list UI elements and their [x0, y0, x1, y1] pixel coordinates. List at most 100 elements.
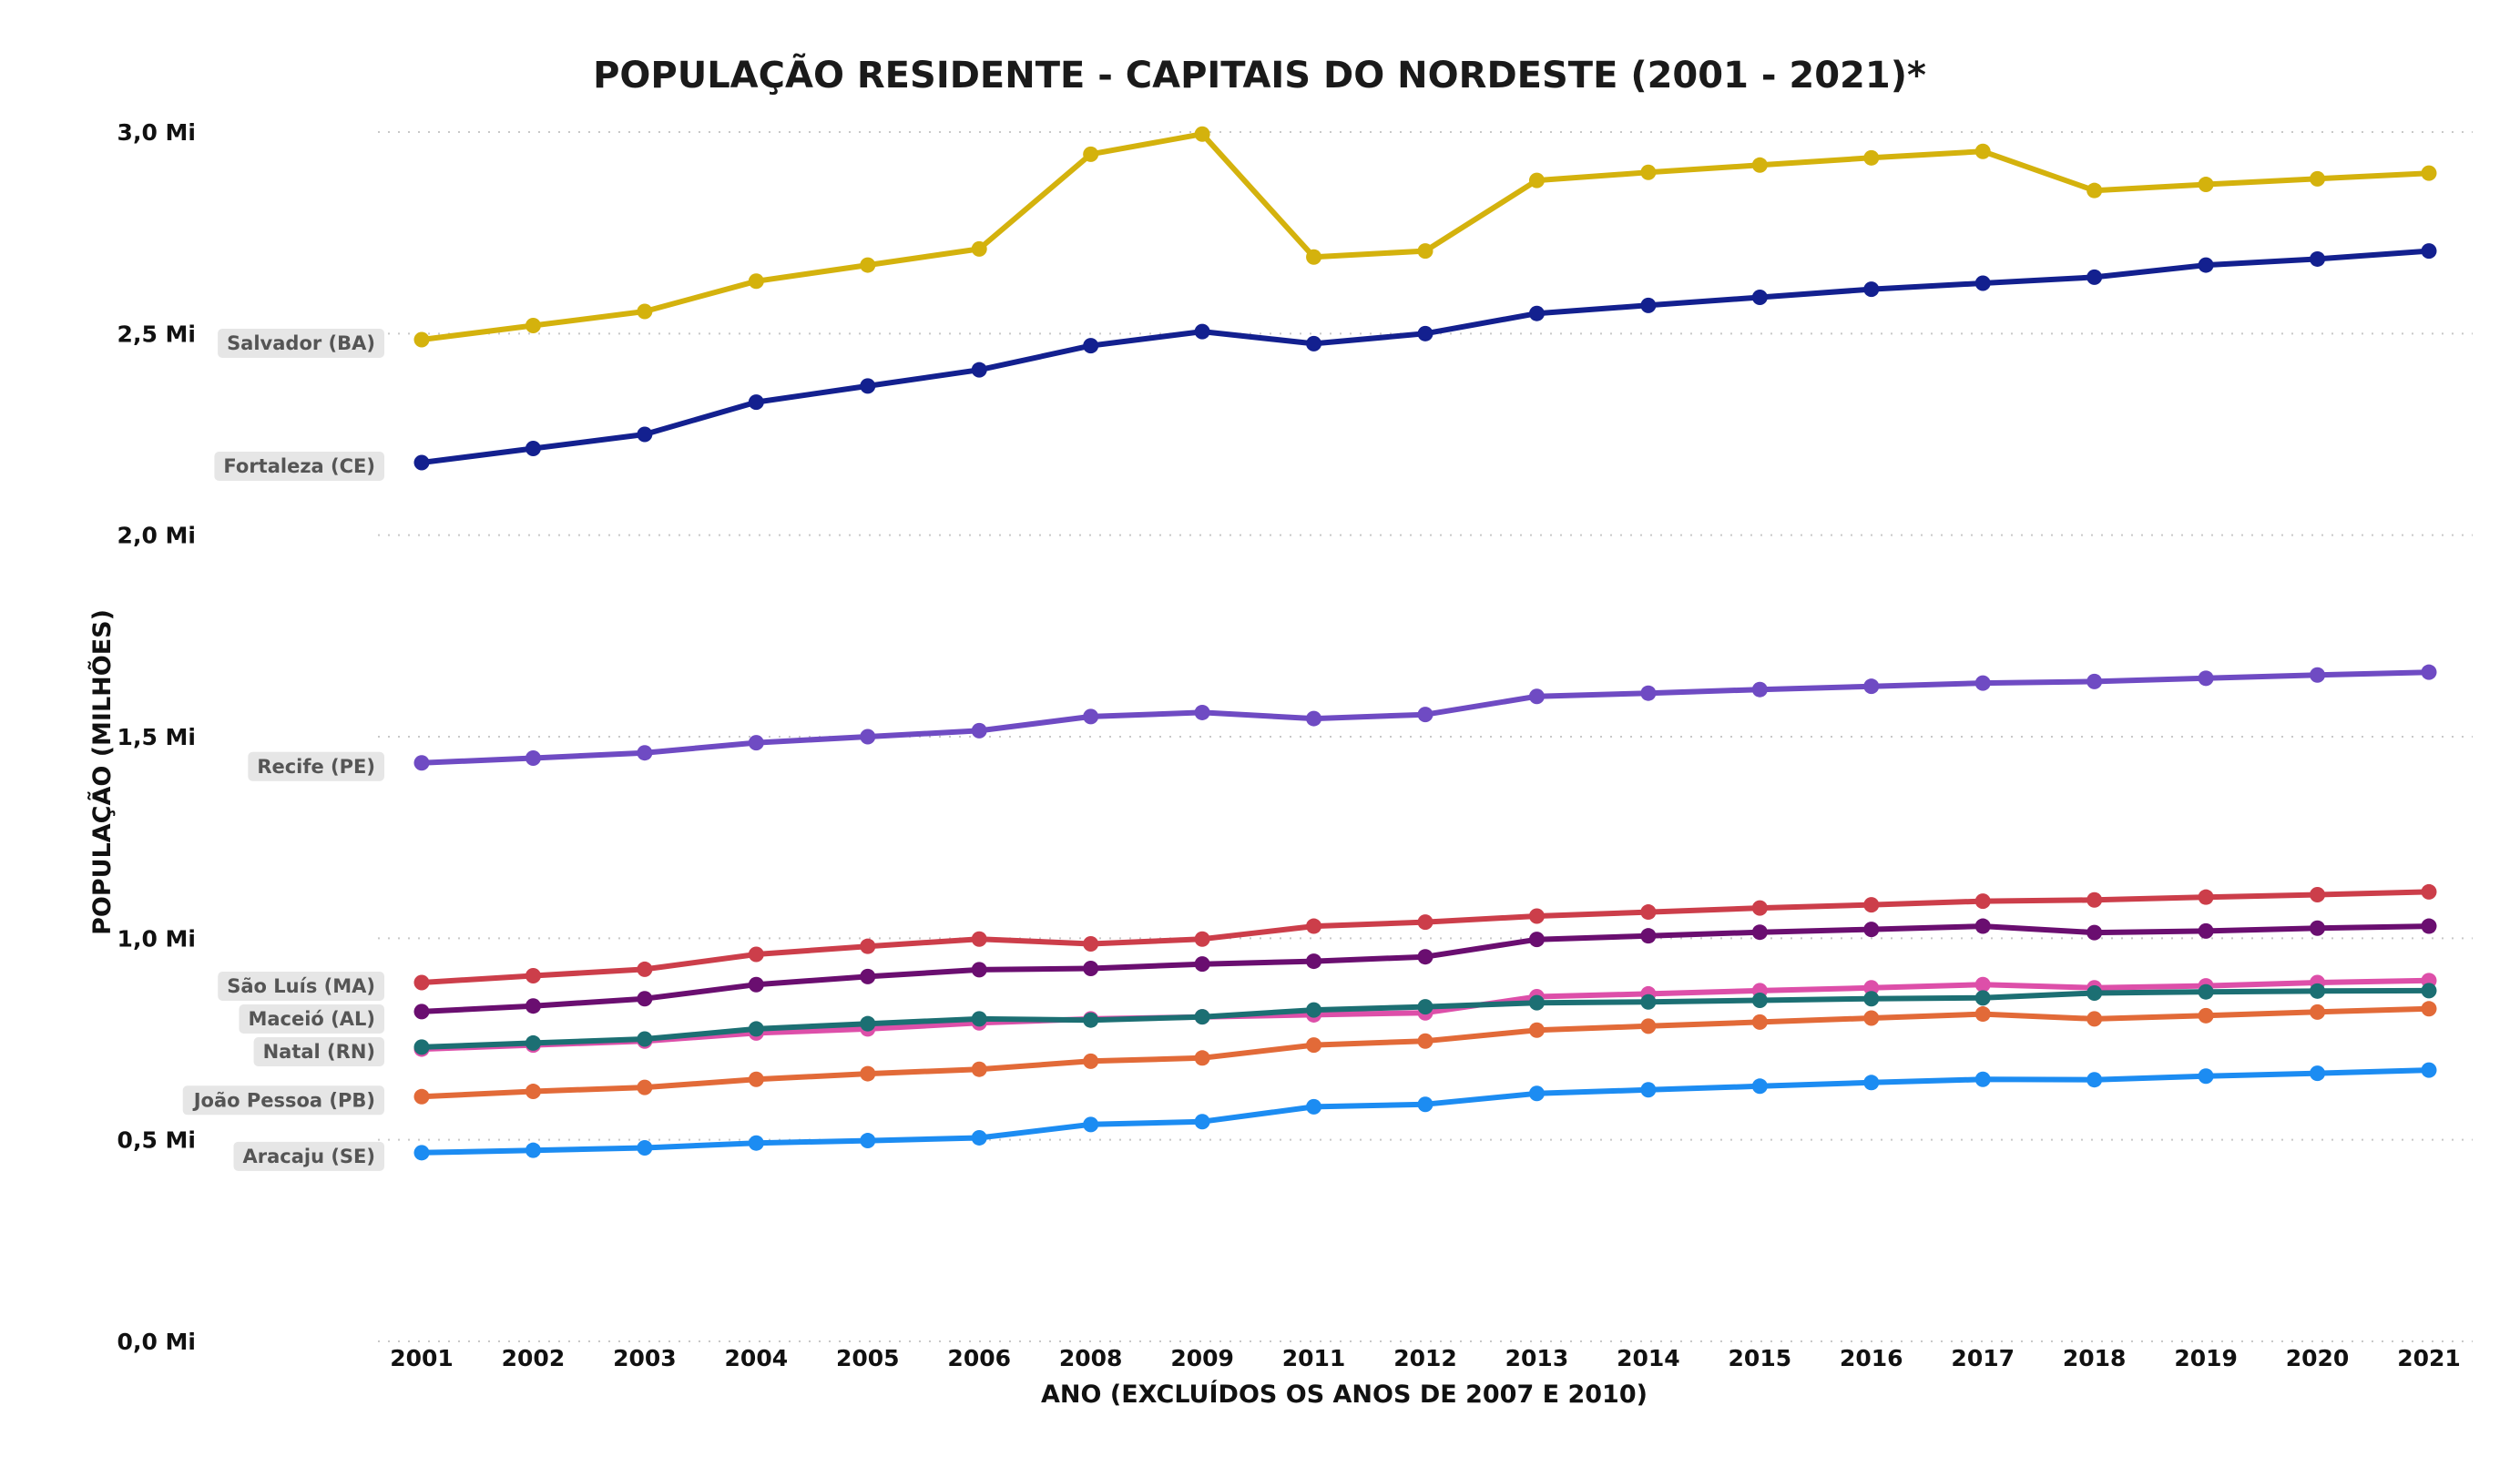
data-point: [971, 962, 987, 978]
data-point: [1417, 949, 1433, 965]
data-point: [1417, 1033, 1433, 1049]
data-point: [637, 426, 653, 443]
data-point: [413, 1004, 430, 1020]
data-point: [1306, 1037, 1322, 1054]
data-point: [2421, 664, 2437, 680]
data-point: [1640, 297, 1657, 313]
data-point: [1974, 976, 1991, 993]
data-point: [2086, 892, 2103, 908]
x-tick-label: 2021: [2397, 1345, 2461, 1371]
data-point: [860, 728, 876, 745]
series-sao-luis-ma: [413, 883, 2437, 991]
x-tick-label: 2002: [502, 1345, 566, 1371]
x-tick-label: 2017: [1951, 1345, 2015, 1371]
x-tick-label: 2014: [1617, 1345, 1680, 1371]
data-point: [971, 1061, 987, 1077]
data-point: [2198, 922, 2214, 939]
data-point: [1863, 897, 1880, 913]
data-point: [1306, 249, 1322, 265]
data-point: [1083, 1012, 1099, 1028]
data-point: [413, 331, 430, 348]
data-point: [1306, 1002, 1322, 1018]
data-point: [2086, 985, 2103, 1002]
data-point: [1863, 678, 1880, 695]
series-label: Recife (PE): [248, 751, 384, 781]
data-point: [1863, 980, 1880, 996]
data-point: [1974, 990, 1991, 1006]
data-point: [860, 1133, 876, 1149]
series-joao-pessoa-pb: [413, 1001, 2437, 1105]
data-point: [2086, 182, 2103, 199]
series-label-background: [239, 1004, 384, 1034]
data-point: [2421, 243, 2437, 260]
x-tick-label: 2009: [1170, 1345, 1234, 1371]
data-point: [1194, 704, 1210, 720]
data-point: [1751, 1014, 1768, 1030]
series-label-background: [214, 451, 384, 481]
data-point: [860, 1065, 876, 1082]
data-point: [1194, 931, 1210, 947]
series-fortaleza-ce: [413, 243, 2437, 471]
series-label: Fortaleza (CE): [214, 451, 384, 481]
data-point: [413, 1145, 430, 1161]
series-label-background: [218, 328, 384, 358]
data-point: [1528, 305, 1545, 321]
data-point: [971, 1011, 987, 1027]
data-point: [637, 961, 653, 977]
data-point: [1974, 1071, 1991, 1087]
data-point: [413, 755, 430, 771]
y-tick-label: 2,5 Mi: [117, 321, 196, 347]
data-point: [1083, 338, 1099, 354]
data-point: [1863, 281, 1880, 298]
data-point: [2198, 257, 2214, 273]
data-point: [1528, 908, 1545, 924]
series-label-text: Salvador (BA): [227, 332, 375, 354]
data-point: [1863, 149, 1880, 166]
x-axis-label: ANO (EXCLUÍDOS OS ANOS DE 2007 E 2010): [1041, 1380, 1648, 1409]
series-aracaju-se: [413, 1062, 2437, 1161]
x-tick-label: 2018: [2063, 1345, 2127, 1371]
series-maceio-al: [413, 918, 2437, 1020]
data-point: [748, 1135, 764, 1151]
x-tick-label: 2020: [2286, 1345, 2350, 1371]
data-point: [637, 1031, 653, 1047]
series-line: [419, 923, 2432, 1014]
data-point: [2310, 887, 2326, 903]
data-point: [1528, 932, 1545, 948]
data-point: [1751, 681, 1768, 698]
data-point: [637, 1079, 653, 1095]
y-tick-label: 2,0 Mi: [117, 523, 196, 549]
series-label-text: Aracaju (SE): [242, 1146, 375, 1167]
data-point: [2421, 165, 2437, 181]
data-point: [2310, 920, 2326, 936]
data-point: [1863, 1010, 1880, 1026]
series-line: [419, 248, 2432, 465]
data-point: [1640, 993, 1657, 1010]
data-point: [1528, 1085, 1545, 1102]
data-point: [413, 1088, 430, 1105]
data-point: [1751, 1078, 1768, 1095]
series-label: Aracaju (SE): [233, 1141, 384, 1171]
data-point: [1194, 1050, 1210, 1066]
data-point: [2198, 983, 2214, 1000]
series-recife-pe: [413, 664, 2437, 771]
gridlines: [378, 131, 2473, 1342]
x-tick-label: 2012: [1393, 1345, 1457, 1371]
data-point: [1640, 164, 1657, 180]
data-point: [2310, 1004, 2326, 1020]
data-point: [1640, 685, 1657, 701]
data-point: [2198, 670, 2214, 687]
data-point: [1417, 999, 1433, 1015]
x-tick-label: 2011: [1282, 1345, 1346, 1371]
data-point: [860, 968, 876, 984]
data-point: [2310, 667, 2326, 683]
x-tick-label: 2013: [1505, 1345, 1569, 1371]
data-point: [748, 976, 764, 993]
data-point: [2198, 1068, 2214, 1085]
y-tick-label: 0,0 Mi: [117, 1329, 196, 1355]
data-point: [525, 1142, 541, 1158]
data-point: [637, 1140, 653, 1156]
y-axis-label: POPULAÇÃO (MILHÕES): [87, 609, 117, 935]
data-point: [1974, 1006, 1991, 1023]
